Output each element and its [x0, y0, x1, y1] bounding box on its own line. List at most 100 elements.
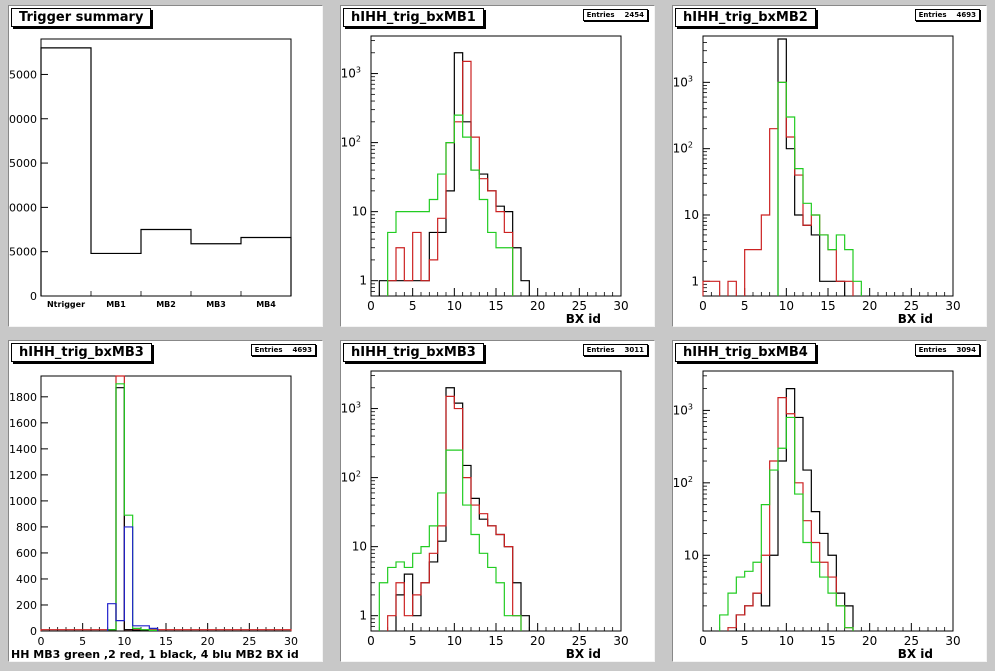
- plot-title: Trigger summary: [11, 8, 152, 27]
- plot-svg: 1 10 102 103 0 5 10 15 20 25 30 BX id: [341, 35, 629, 326]
- x-tick-label: 20: [530, 634, 545, 648]
- plot-title: hIHH_trig_bxMB3: [11, 343, 152, 362]
- y-tick-label: 10000: [9, 201, 37, 214]
- stats-box: Entries 3094: [914, 344, 980, 356]
- y-tick-label: 1: [359, 609, 367, 623]
- y-tick-label: 1000: [9, 495, 37, 508]
- y-tick-label: 200: [16, 599, 37, 612]
- plot-title: hIHH_trig_bxMB3: [343, 343, 484, 362]
- y-tick-label: 10: [684, 548, 699, 562]
- x-tick-label: 30: [945, 634, 960, 648]
- histogram-series-0: [378, 52, 530, 296]
- y-tick-label: 1: [691, 274, 699, 288]
- y-tick-label: 103: [673, 402, 693, 417]
- plot-svg: 0 5000 10000 15000 20000 25000 Ntrigger MB1 MB2 M…: [9, 38, 292, 309]
- x-tick-label: 15: [488, 634, 503, 648]
- y-tick-label: 10: [352, 540, 367, 554]
- stats-box: Entries 4693: [914, 9, 980, 21]
- pad-trigger-summary[interactable]: 0 5000 10000 15000 20000 25000 Ntrigger MB1 MB2 M…: [8, 5, 323, 327]
- stats-box: Entries 3011: [582, 344, 648, 356]
- y-tick-label: 800: [16, 521, 37, 534]
- x-tick-label: 20: [201, 635, 215, 648]
- plot-title: hIHH_trig_bxMB4: [675, 343, 816, 362]
- x-tick-label: 30: [613, 634, 628, 648]
- pad-bxmb3-linear[interactable]: 0 200 400 600 800 1000 1200 1400 1600 1800 0 5 10 15 2…: [8, 340, 323, 662]
- stats-value: 4693: [292, 346, 312, 354]
- x-axis-label: BX id: [898, 647, 933, 661]
- x-axis-label: BX id: [566, 647, 601, 661]
- histogram-series-0: [40, 47, 292, 296]
- x-tick-label: 25: [572, 299, 587, 313]
- x-axis-label: BX id: [566, 312, 601, 326]
- plot-svg: 10 102 103 0 5 10 15 20 25 30 BX id: [673, 370, 961, 661]
- x-tick-label: 15: [820, 634, 835, 648]
- x-tick-label: 10: [779, 299, 794, 313]
- histogram-series-0: [777, 38, 846, 296]
- y-tick-label: 103: [341, 401, 361, 416]
- x-category-label: MB3: [206, 300, 226, 309]
- x-tick-label: 5: [409, 299, 417, 313]
- x-tick-label: 5: [79, 635, 86, 648]
- y-tick-label: 10: [684, 208, 699, 222]
- x-tick-label: 25: [572, 634, 587, 648]
- x-tick-label: 30: [284, 635, 298, 648]
- y-tick-label: 1400: [9, 443, 37, 456]
- y-tick-label: 10: [352, 205, 367, 219]
- pad-bxmb4[interactable]: 10 102 103 0 5 10 15 20 25 30 BX id hIHH_trig_bxMB4…: [672, 340, 987, 662]
- pad-bxmb3-log[interactable]: 1 10 102 103 0 5 10 15 20 25 30 BX id hIHH_trig_bxMB…: [340, 340, 655, 662]
- histogram-series-2: [378, 449, 522, 631]
- histogram-series-2: [387, 114, 514, 296]
- y-tick-label: 102: [341, 470, 361, 485]
- x-category-label: MB1: [106, 300, 126, 309]
- stats-value: 2454: [624, 11, 644, 19]
- pad-bxmb1[interactable]: 1 10 102 103 0 5 10 15 20 25 30 BX id hIHH_trig_bxMB…: [340, 5, 655, 327]
- plot-title: hIHH_trig_bxMB1: [343, 8, 484, 27]
- x-category-label: Ntrigger: [47, 300, 85, 309]
- pad-bxmb2[interactable]: 1 10 102 103 0 5 10 15 20 25 30 BX id hIHH_trig_bxMB…: [672, 5, 987, 327]
- x-tick-label: 20: [862, 634, 877, 648]
- axes-frame: [40, 38, 292, 297]
- x-tick-label: 30: [613, 299, 628, 313]
- x-tick-label: 20: [862, 299, 877, 313]
- x-tick-label: 0: [38, 635, 45, 648]
- histogram-series-1: [387, 60, 514, 296]
- x-tick-label: 5: [741, 634, 749, 648]
- x-axis-label: HH MB3 green ,2 red, 1 black, 4 blu MB2 …: [11, 648, 299, 661]
- y-tick-label: 1200: [9, 469, 37, 482]
- y-tick-label: 103: [673, 74, 693, 89]
- histogram-series-2: [719, 416, 854, 631]
- x-tick-label: 25: [242, 635, 256, 648]
- x-tick-label: 15: [820, 299, 835, 313]
- y-tick-label: 5000: [9, 246, 37, 259]
- y-tick-label: 20000: [9, 113, 37, 126]
- y-tick-label: 1600: [9, 417, 37, 430]
- y-tick-label: 400: [16, 573, 37, 586]
- x-tick-label: 0: [367, 634, 375, 648]
- axes-frame: [370, 370, 622, 632]
- x-tick-label: 10: [447, 634, 462, 648]
- y-tick-label: 1: [359, 274, 367, 288]
- y-tick-label: 600: [16, 547, 37, 560]
- y-tick-label: 1800: [9, 391, 37, 404]
- x-tick-label: 0: [699, 634, 707, 648]
- stats-label: Entries: [254, 346, 283, 354]
- y-tick-label: 0: [30, 625, 37, 638]
- stats-label: Entries: [918, 11, 947, 19]
- histogram-series-0: [40, 375, 292, 631]
- stats-value: 4693: [956, 11, 976, 19]
- x-category-label: MB2: [156, 300, 176, 309]
- stats-value: 3094: [956, 346, 976, 354]
- x-tick-label: 15: [488, 299, 503, 313]
- plot-title: hIHH_trig_bxMB2: [675, 8, 816, 27]
- y-tick-label: 25000: [9, 68, 37, 81]
- x-tick-label: 30: [945, 299, 960, 313]
- x-tick-label: 10: [117, 635, 131, 648]
- histogram-series-1: [387, 395, 522, 631]
- plot-svg: 0 200 400 600 800 1000 1200 1400 1600 1800 0 5 10 15 2…: [9, 375, 299, 661]
- y-tick-label: 103: [341, 66, 361, 81]
- histogram-series-3: [107, 526, 159, 631]
- x-tick-label: 0: [367, 299, 375, 313]
- x-tick-label: 0: [699, 299, 707, 313]
- axes-frame: [370, 35, 622, 297]
